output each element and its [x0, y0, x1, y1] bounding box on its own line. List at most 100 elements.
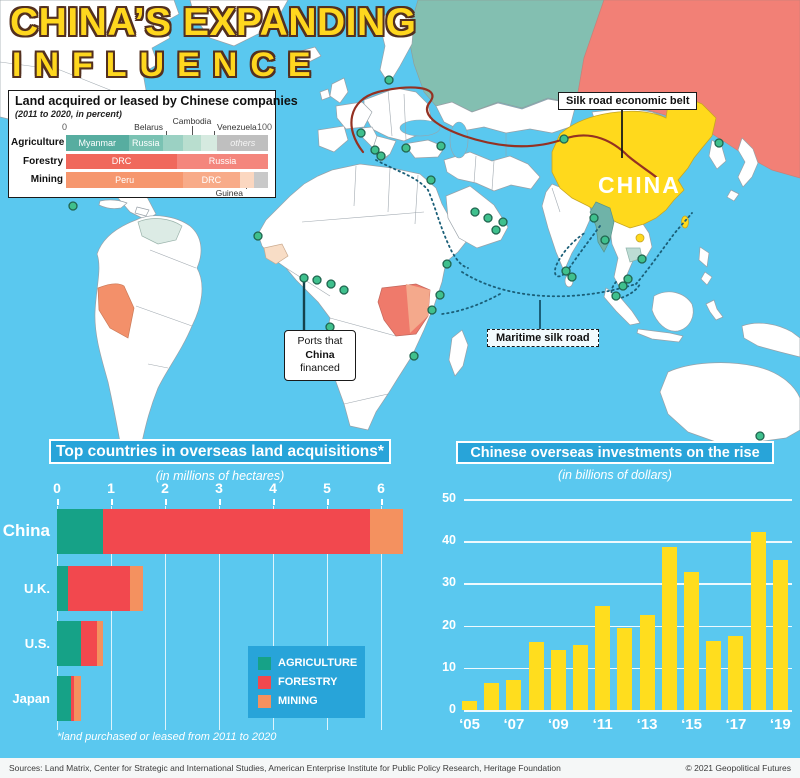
port-dot [384, 75, 394, 85]
investments-x-label: ‘07 [503, 716, 525, 733]
port-dot [498, 217, 508, 227]
land-axis-tick [111, 499, 113, 505]
country-venezuela [137, 218, 183, 245]
world-map [0, 0, 800, 456]
footer-copyright: © 2021 Geopolitical Futures [685, 763, 792, 773]
port-dot [442, 259, 452, 269]
ports-label-bold: China [305, 348, 335, 361]
port-dot [427, 305, 437, 315]
port-dot [623, 274, 633, 284]
callout-tick-venezuela [214, 131, 215, 136]
legend-label: AGRICULTURE [278, 657, 358, 669]
land-row-label: U.S. [24, 635, 50, 651]
investments-x-label: ‘09 [547, 716, 569, 733]
land-gridline [273, 506, 274, 730]
caspian-sea [449, 121, 469, 159]
investments-bar [617, 628, 632, 710]
land-bar-segment [57, 676, 71, 721]
investments-x-label: ‘17 [725, 716, 747, 733]
land-bar-segment [57, 566, 68, 611]
land-bar-segment [81, 621, 98, 666]
inset-stacked-bar: Myanmar Russia others [66, 135, 268, 151]
scandinavia [377, 9, 415, 85]
investments-bar [573, 644, 588, 710]
investments-bar [595, 605, 610, 710]
port-dot [611, 291, 621, 301]
inset-bar-segment: others [217, 135, 268, 151]
investments-bar [529, 642, 544, 710]
land-gridline [381, 506, 382, 730]
investments-bar [773, 560, 788, 710]
main-title-line2: INFLUENCE [12, 46, 324, 84]
investments-chart: 0 10 20 30 40 50 ‘05 ‘07 ‘09 ‘11 ‘13 ‘15 ‘17 ‘19 [442, 491, 792, 733]
legend-item: AGRICULTURE [258, 656, 358, 670]
land-stacked-bar [57, 566, 144, 611]
port-dot [483, 213, 493, 223]
south-america [94, 215, 203, 443]
philippines [698, 246, 710, 268]
inset-axis-max: 100 [256, 122, 272, 132]
philippines-south [700, 271, 713, 286]
hispaniola [134, 206, 150, 217]
iberia [317, 125, 349, 153]
callout-tick-belarus [166, 131, 167, 136]
japan-south [726, 189, 740, 202]
black-sea [399, 119, 441, 137]
land-bar-segment [102, 509, 371, 554]
port-dot [356, 128, 366, 138]
land-gridline [219, 506, 220, 730]
land-row-label: Japan [12, 690, 50, 706]
land-bar-segment [70, 676, 75, 721]
inset-bar-segment [239, 172, 254, 188]
port-dot [618, 281, 628, 291]
france [335, 101, 373, 130]
investments-bar [640, 615, 655, 710]
land-bar-segment [67, 566, 130, 611]
port-dot [637, 254, 647, 264]
ports-label-line1: Ports that [297, 335, 343, 347]
legend-swatch [258, 675, 271, 689]
investments-chart-subtitle: (in billions of dollars) [558, 468, 672, 482]
java [636, 328, 684, 343]
callout-guinea: Guinea [215, 188, 243, 198]
investments-bar [462, 700, 477, 710]
investments-bar [684, 572, 699, 710]
port-dot [312, 275, 322, 285]
land-axis-number: 6 [377, 480, 385, 496]
land-gridline [327, 506, 328, 730]
land-axis-number: 5 [323, 480, 331, 496]
maritime-silk-road-route [375, 159, 693, 315]
inset-bar-segment [183, 135, 202, 151]
legend-swatch [258, 656, 271, 670]
madagascar [448, 329, 469, 377]
land-stacked-bar [57, 621, 103, 666]
legend-label: FORESTRY [278, 676, 338, 688]
inset-bar-segment [162, 135, 184, 151]
maritime-silk-road-label: Maritime silk road [487, 329, 599, 347]
japan [737, 137, 759, 188]
land-chart-title: Top countries in overseas land acquisiti… [49, 439, 391, 464]
investments-y-label: 50 [442, 491, 456, 505]
land-row-label: China [2, 520, 50, 540]
investments-y-label: 20 [442, 617, 456, 632]
country-guinea [263, 243, 289, 265]
port-dot [426, 175, 436, 185]
port-dot [299, 273, 309, 283]
investments-gridline [464, 625, 792, 628]
investments-x-label: ‘19 [769, 716, 791, 733]
port-dot [589, 213, 599, 223]
inset-row-label: Agriculture [11, 137, 65, 148]
land-bar-segment [57, 509, 103, 554]
land-gridline [165, 506, 166, 730]
callout-cambodia: Cambodia [172, 116, 212, 126]
investments-bar [551, 649, 566, 710]
legend-item: FORESTRY [258, 675, 355, 689]
port-dot [436, 141, 446, 151]
inset-stacked-bar: DRC Russia [66, 153, 268, 169]
investments-x-label: ‘15 [681, 716, 702, 733]
inset-land-chart-panel: Land acquired or leased by Chinese compa… [8, 90, 298, 198]
port-dot [600, 235, 610, 245]
inset-bar-segment: DRC [183, 172, 240, 188]
port-dot [435, 290, 445, 300]
port-dot [559, 134, 569, 144]
